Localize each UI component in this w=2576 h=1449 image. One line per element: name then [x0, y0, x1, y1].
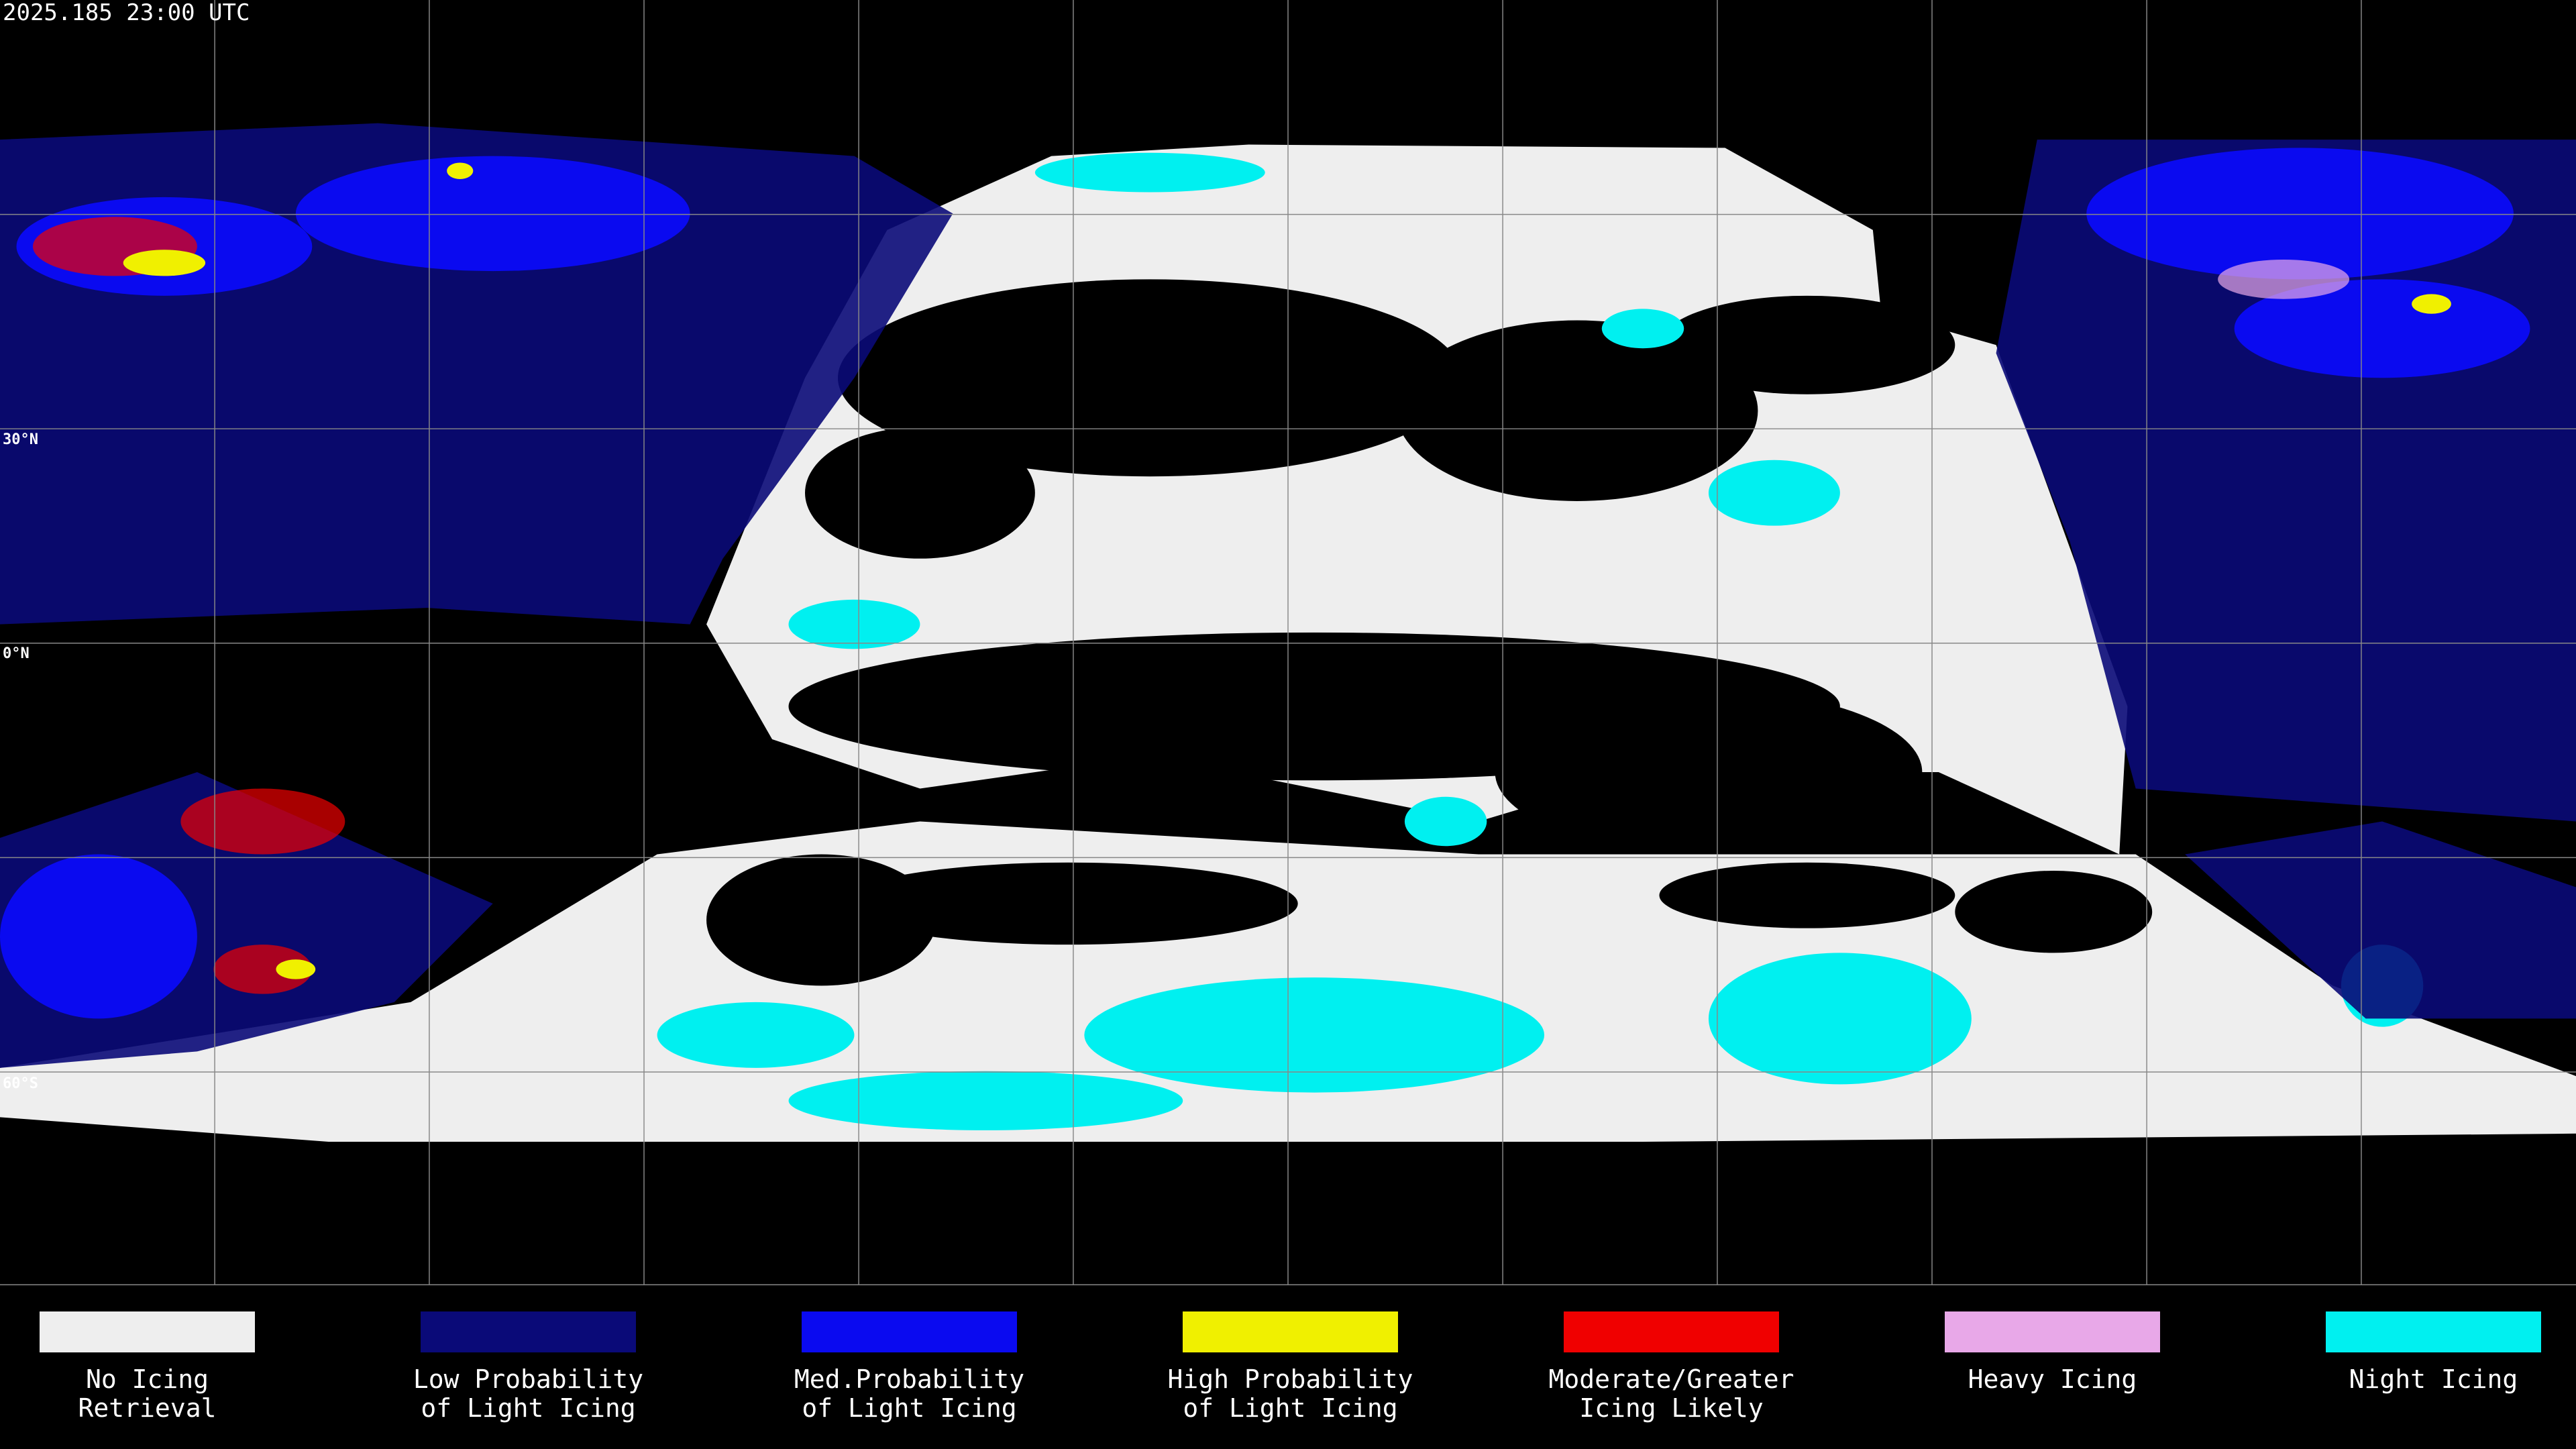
legend-swatch	[421, 1311, 636, 1352]
legend-swatch	[40, 1311, 255, 1352]
latitude-label: 30°N	[3, 431, 38, 448]
legend-label: High Probability	[1167, 1364, 1413, 1394]
legend-label: Moderate/Greater	[1548, 1364, 1794, 1394]
latitude-label: 0°N	[3, 645, 30, 662]
map-imagery	[0, 0, 2576, 1285]
timestamp: 2025.185 23:00 UTC	[3, 0, 250, 26]
legend-label: Retrieval	[78, 1393, 217, 1423]
legend-swatch	[1564, 1311, 1779, 1352]
legend-swatch	[2326, 1311, 2541, 1352]
legend-label: Low Probability	[413, 1364, 643, 1394]
legend-swatch	[802, 1311, 1017, 1352]
legend-label: Med.Probability	[794, 1364, 1024, 1394]
legend-label: No Icing	[86, 1364, 209, 1394]
legend-label: of Light Icing	[421, 1393, 635, 1423]
legend-label: Night Icing	[2349, 1364, 2518, 1394]
legend-swatch	[1945, 1311, 2160, 1352]
legend-label: of Light Icing	[802, 1393, 1016, 1423]
legend-label: of Light Icing	[1183, 1393, 1397, 1423]
latitude-label: 60°S	[3, 1075, 38, 1092]
legend-swatch	[1183, 1311, 1398, 1352]
legend-label: Icing Likely	[1579, 1393, 1764, 1423]
legend-label: Heavy Icing	[1968, 1364, 2137, 1394]
